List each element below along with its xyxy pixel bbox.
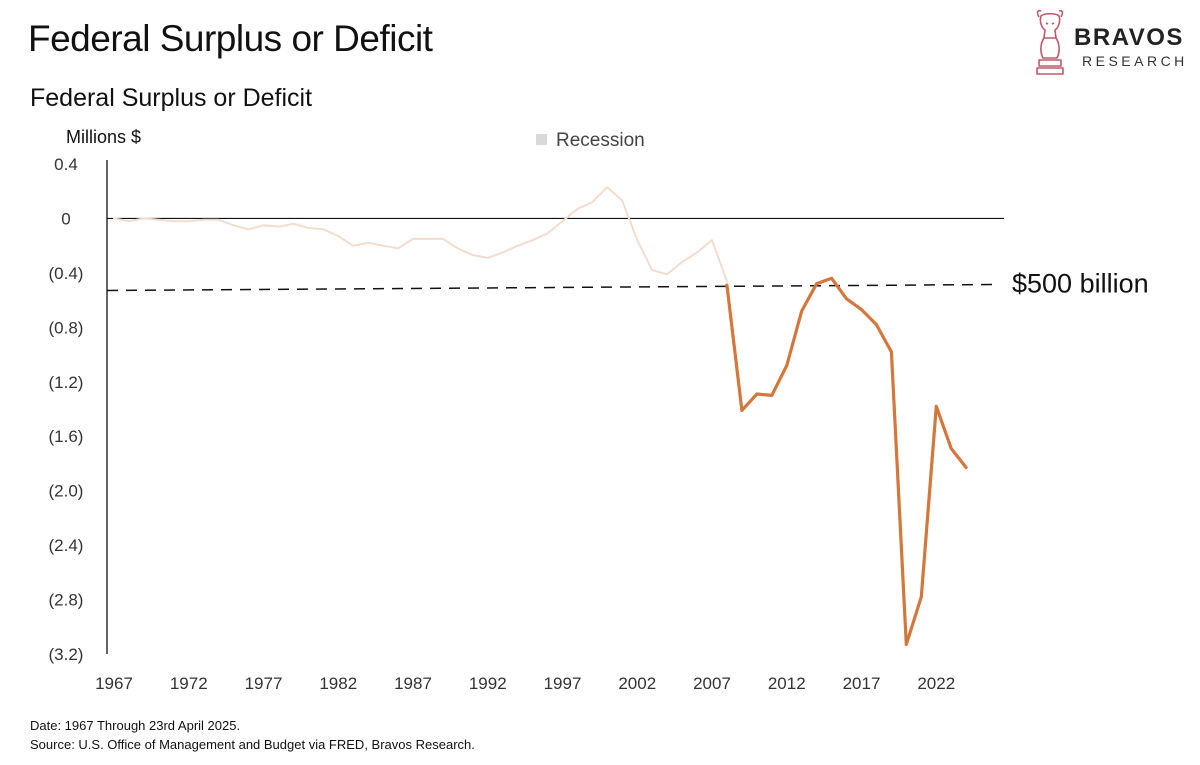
y-tick-label: (1.2) (49, 373, 84, 392)
reference-line-500-billion (106, 283, 1001, 292)
line-chart: 0.4 0 (0.4) (0.8) (1.2) (1.6) (2.0) (2.4) (2.8) (… (49, 155, 1149, 693)
source-note: Source: U.S. Office of Management and Bu… (30, 737, 475, 752)
legend-label-recession: Recession (556, 130, 645, 151)
x-tick-label: 2002 (618, 674, 656, 693)
y-axis-unit-label: Millions $ (66, 127, 142, 147)
y-tick-label: (2.0) (49, 482, 84, 501)
y-tick-label: 0.4 (54, 155, 78, 174)
bull-logo-icon (1036, 9, 1064, 75)
x-tick-label: 2022 (917, 674, 955, 693)
y-tick-label: (0.4) (49, 264, 84, 283)
deficit-series-line-faded (113, 186, 728, 283)
y-tick-label: (2.4) (49, 536, 84, 555)
brand-name: BRAVOS (1074, 24, 1184, 51)
brand-logo: BRAVOS RESEARCH (1030, 8, 1195, 78)
y-tick-label: (1.6) (49, 427, 84, 446)
x-tick-label: 1992 (469, 674, 507, 693)
y-tick-label: (3.2) (49, 645, 84, 664)
y-tick-label: (0.8) (49, 318, 84, 337)
reference-line-label: $500 billion (1012, 269, 1149, 299)
x-tick-label: 2007 (693, 674, 731, 693)
brand-subtitle: RESEARCH (1082, 53, 1188, 69)
x-tick-label: 1987 (394, 674, 432, 693)
deficit-series-line-highlight (725, 276, 968, 647)
x-tick-label: 1967 (95, 674, 133, 693)
legend: Recession (536, 130, 645, 152)
x-tick-label: 2017 (843, 674, 881, 693)
date-note: Date: 1967 Through 23rd April 2025. (30, 718, 241, 733)
x-tick-label: 1997 (544, 674, 582, 693)
chart-title: Federal Surplus or Deficit (28, 18, 433, 59)
legend-swatch-recession (536, 134, 547, 145)
x-tick-label: 2012 (768, 674, 806, 693)
y-tick-label: (2.8) (49, 591, 84, 610)
x-tick-label: 1972 (170, 674, 208, 693)
x-tick-label: 1977 (245, 674, 283, 693)
chart-subtitle: Federal Surplus or Deficit (30, 84, 313, 112)
footer-notes: Date: 1967 Through 23rd April 2025. Sour… (30, 716, 475, 754)
x-tick-label: 1982 (319, 674, 357, 693)
y-tick-label: 0 (61, 209, 70, 228)
